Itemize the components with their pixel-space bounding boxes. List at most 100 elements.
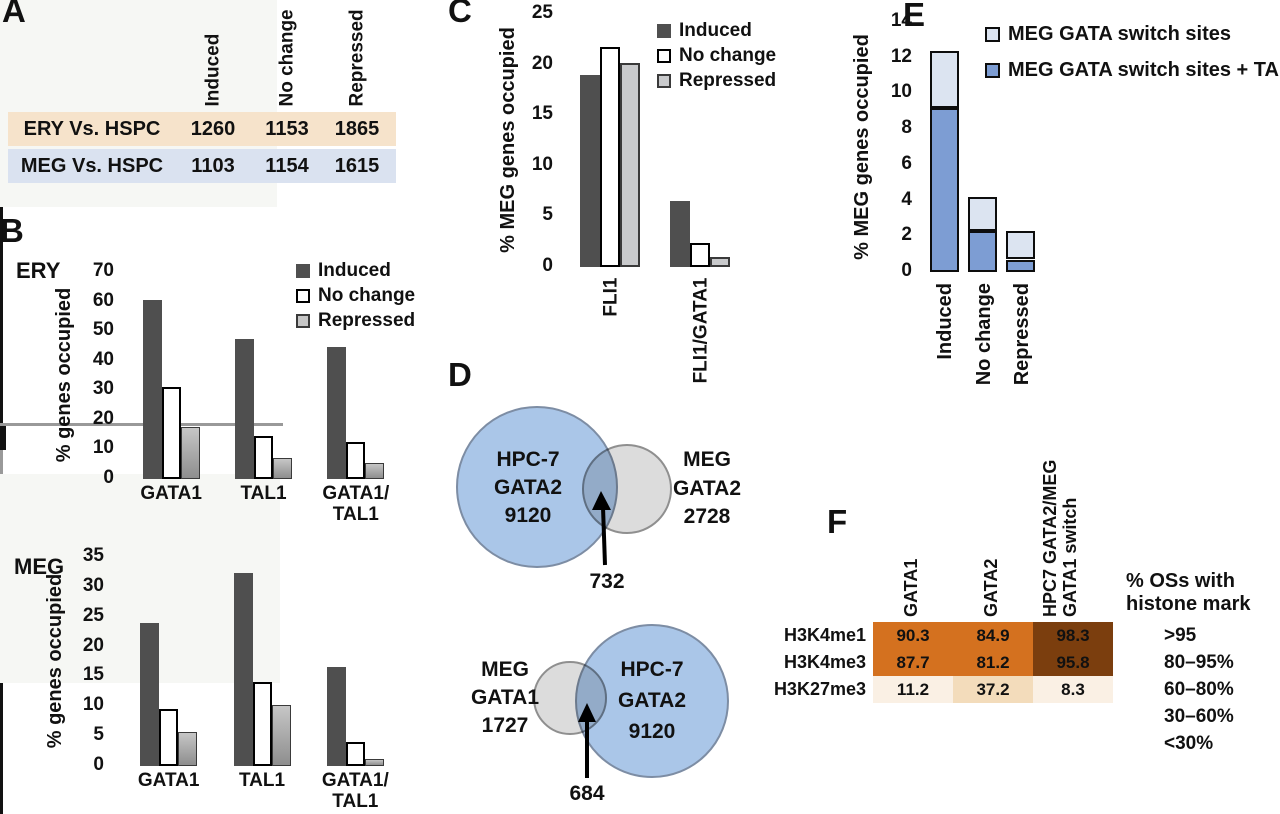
ery-chart-title: ERY [16, 258, 61, 283]
switch-y-tick-label: 2 [901, 224, 912, 246]
ery-x-tick [0, 456, 3, 462]
venn-top-overlap-arrow [601, 506, 607, 566]
meg-bar [233, 573, 253, 766]
heatmap-legend-title: % OSs with [1126, 570, 1235, 592]
meg-bar [364, 758, 384, 766]
table-a-cell: 1260 [190, 118, 236, 140]
ery-y-tick [0, 438, 6, 441]
switch-x-label-line: Repressed [1010, 283, 1033, 386]
meg-bar [271, 705, 291, 766]
switch-x-label-line: No change [972, 283, 995, 386]
ery-x-tick [0, 450, 3, 456]
ery-bar [254, 436, 273, 479]
meg-bar [140, 622, 160, 766]
fli-bar [710, 256, 730, 267]
heatmap-legend-label: 30–60% [1164, 706, 1234, 727]
ery-bar [273, 458, 292, 479]
switch-x-label: Repressed [1011, 283, 1033, 403]
venn-top-arrowhead-icon [592, 491, 611, 510]
fli-y-tick-label: 20 [531, 52, 553, 74]
fli-y-tick-label: 25 [531, 2, 553, 23]
ery-y-tick [0, 444, 6, 447]
meg-bar [326, 667, 346, 766]
heatmap-cell: 87.7 [873, 649, 953, 676]
switch-y-tick-label: 4 [901, 188, 912, 210]
meg-bar [159, 708, 179, 766]
fli-y-axis-title-line: % MEG genes occupied [497, 27, 519, 253]
venn-top-left-count: 9120 [505, 504, 552, 527]
switch-y-tick-label: 0 [901, 260, 912, 281]
ery-y-tick [0, 435, 6, 438]
venn-bottom-right-label: HPC-7 [620, 658, 683, 681]
switch-bar-segment [968, 197, 997, 231]
meg-x-label: GATA1 [137, 770, 200, 791]
switch-legend-label: MEG GATA switch sites + TAL1 [1008, 59, 1280, 81]
heatmap-col-header-line: GATA1 switch [1060, 497, 1080, 617]
fli-bar [580, 74, 600, 267]
ery-y-tick [0, 429, 6, 432]
meg-y-tick-label: 30 [82, 574, 104, 596]
switch-legend-label: MEG GATA switch sites [1008, 23, 1231, 45]
meg-plot-area [0, 474, 280, 683]
venn-bottom-left-count: 1727 [482, 714, 529, 737]
ery-bar [346, 442, 366, 479]
table-a-col-header: No change [277, 0, 298, 106]
meg-x-label: GATA1/ [321, 770, 389, 791]
heatmap-col-header: GATA1 [901, 447, 921, 617]
ery-x-label: TAL1 [332, 504, 379, 525]
ery-y-tick-label: 30 [92, 378, 114, 400]
fli-legend-label: No change [679, 45, 777, 66]
switch-x-label: Induced [934, 283, 956, 403]
switch-y-tick-label: 12 [890, 45, 912, 67]
heatmap-cell: 81.2 [953, 649, 1033, 676]
table-a-cell: 1615 [334, 155, 380, 177]
fli-bar [690, 242, 710, 267]
venn-top-right-label: MEG [683, 448, 731, 471]
fli-x-label-line: FLI1 [600, 277, 622, 317]
table-a-col-header: Repressed [347, 0, 368, 106]
heatmap-legend-label: 60–80% [1164, 679, 1234, 700]
ery-y-tick [0, 447, 6, 450]
table-a-cell: 1103 [191, 155, 235, 177]
ery-y-tick [0, 426, 6, 429]
venn-bottom-left-label: GATA1 [471, 686, 539, 709]
meg-y-tick-label: 35 [82, 545, 104, 566]
ery-legend-label: Repressed [318, 310, 416, 331]
ery-x-tick [0, 468, 3, 474]
venn-bottom-blue-circle [575, 624, 729, 778]
ery-x-tick [0, 462, 3, 468]
switch-x-label: No change [973, 283, 995, 403]
ery-legend-label: Induced [318, 260, 391, 281]
ery-bar [180, 427, 200, 479]
ery-y-axis [0, 207, 3, 423]
venn-top-right-count: 2728 [684, 505, 731, 528]
fli-legend-label: Induced [679, 20, 752, 41]
heatmap-cell: 84.9 [953, 622, 1033, 649]
ery-legend-swatch [296, 264, 310, 278]
switch-y-axis-title-line: % MEG genes occupied [851, 34, 873, 260]
ery-bar [161, 387, 181, 479]
ery-bar [235, 338, 254, 479]
switch-bar-segment [968, 230, 997, 272]
meg-y-tick-label: 5 [93, 724, 104, 746]
meg-y-tick-label: 25 [82, 604, 104, 626]
ery-legend-label: No change [318, 285, 416, 306]
fli-y-tick-label: 10 [531, 153, 553, 175]
ery-y-tick [0, 432, 6, 435]
switch-bar-segment [929, 50, 959, 108]
meg-y-tick-label: 20 [82, 634, 104, 656]
ery-x-label: GATA1 [140, 483, 202, 504]
fli-legend-swatch [657, 24, 671, 38]
ery-y-tick-label: 0 [103, 467, 114, 488]
ery-bar [365, 462, 385, 479]
switch-y-tick-label: 6 [901, 152, 912, 174]
heatmap-cell: 37.2 [953, 676, 1033, 703]
panel-f-letter: F [827, 503, 848, 540]
ery-bar [142, 300, 162, 479]
switch-bar-segment [929, 107, 959, 272]
table-a-cell: 1153 [265, 118, 309, 140]
panel-a-letter: A [2, 0, 26, 29]
venn-bottom-right-label: GATA2 [618, 689, 686, 712]
switch-x-label-line: Induced [934, 283, 957, 360]
